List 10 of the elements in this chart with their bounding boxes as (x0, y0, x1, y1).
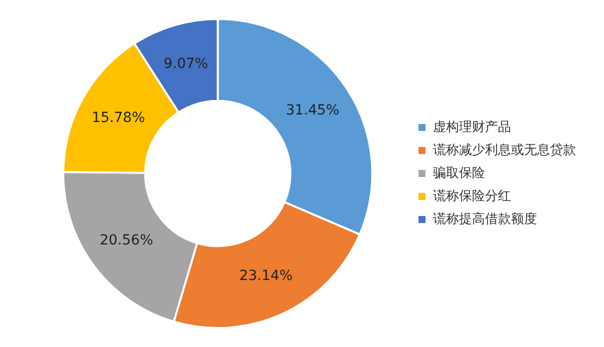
legend-label: 骗取保险 (433, 166, 485, 181)
legend-label: 谎称减少利息或无息贷款 (433, 142, 576, 158)
data-label: 31.45% (286, 102, 340, 119)
data-label: 9.07% (164, 56, 208, 72)
data-label: 23.14% (239, 268, 293, 284)
data-label: 20.56% (100, 232, 154, 249)
legend-label: 谎称保险分红 (433, 188, 511, 204)
data-label: 15.78% (92, 110, 146, 126)
legend-label: 谎称提高借款额度 (433, 210, 537, 227)
legend-label: 虚构理财产品 (433, 120, 511, 135)
